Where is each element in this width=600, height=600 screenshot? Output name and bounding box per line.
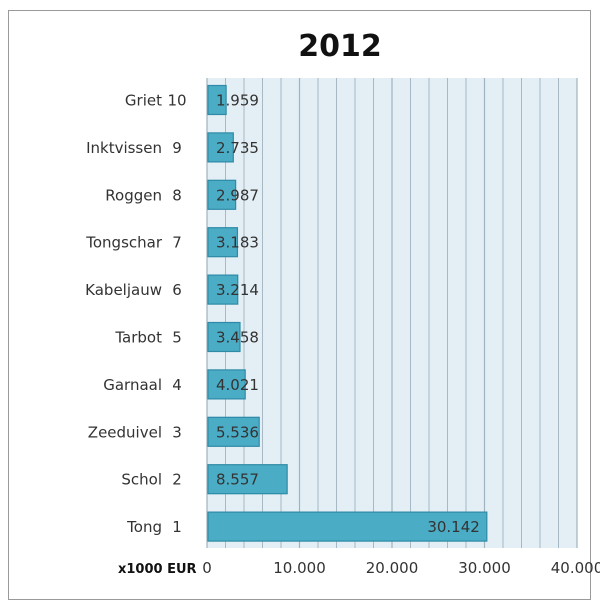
value-label: 4.021 <box>216 376 259 394</box>
value-label: 30.142 <box>427 518 480 536</box>
category-label: Tarbot <box>114 329 162 347</box>
bar <box>207 369 246 400</box>
value-label: 1.959 <box>216 92 259 110</box>
category-rank: 10 <box>167 92 186 110</box>
category-label: Garnaal <box>103 376 162 394</box>
x-tick-label: 20.000 <box>366 559 419 577</box>
category-rank: 9 <box>172 139 182 157</box>
category-labels: Griet 10 Inktvissen 9 Roggen 8 Tongschar 7 Kabel… <box>85 92 186 537</box>
bar <box>207 511 488 542</box>
bar <box>207 321 241 353</box>
x-tick-label: 0 <box>202 559 212 577</box>
x-tick-label: 30.000 <box>458 559 511 577</box>
category-label: Inktvissen <box>86 139 162 157</box>
value-label: 3.214 <box>216 281 259 299</box>
category-rank: 8 <box>172 186 182 204</box>
value-label: 2.987 <box>216 186 259 204</box>
bar <box>207 416 260 447</box>
category-label: Schol <box>121 471 162 489</box>
category-label: Tong <box>126 518 162 536</box>
unit-label: x1000 EUR <box>118 562 197 577</box>
value-label: 2.735 <box>216 139 259 157</box>
category-rank: 6 <box>172 281 182 299</box>
bar <box>207 179 237 210</box>
category-rank: 7 <box>172 234 182 252</box>
value-label: 5.536 <box>216 423 259 441</box>
category-rank: 2 <box>172 471 182 489</box>
bar <box>207 84 227 116</box>
bar <box>207 227 239 258</box>
category-label: Roggen <box>105 186 162 204</box>
value-label: 3.458 <box>216 329 259 347</box>
chart-title: 2012 <box>298 29 382 64</box>
category-rank: 1 <box>172 518 182 536</box>
x-tick-label: 40.000 <box>551 559 600 577</box>
bar <box>207 464 288 495</box>
category-rank: 3 <box>172 423 182 441</box>
category-label: Zeeduivel <box>88 423 162 441</box>
bar <box>207 274 239 305</box>
value-label: 8.557 <box>216 471 259 489</box>
bar <box>207 132 234 163</box>
bars <box>207 84 488 542</box>
category-rank: 5 <box>172 329 182 347</box>
category-label: Griet <box>125 92 162 110</box>
category-label: Tongschar <box>85 234 163 252</box>
x-tick-labels: 0 10.000 20.000 30.000 40.000 <box>202 559 600 577</box>
category-rank: 4 <box>172 376 182 394</box>
x-tick-label: 10.000 <box>273 559 326 577</box>
category-label: Kabeljauw <box>85 281 162 299</box>
value-label: 3.183 <box>216 234 259 252</box>
value-labels: 1.959 2.735 2.987 3.183 3.214 3.458 4.021 5.536… <box>216 92 480 537</box>
